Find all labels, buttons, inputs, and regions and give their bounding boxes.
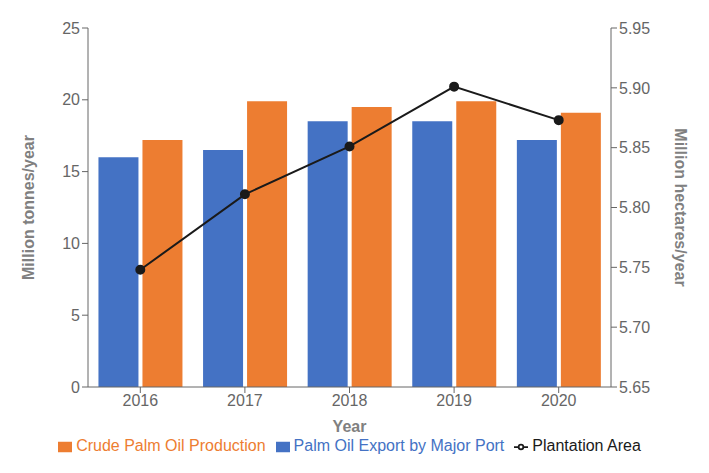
html-text:Palm Oil Export by Major Port: Palm Oil Export by Major Port: [293, 437, 505, 454]
svg-text:20: 20: [62, 91, 80, 108]
svg-text:5.95: 5.95: [619, 20, 650, 37]
svg-text:Million tonnes/year: Million tonnes/year: [20, 135, 37, 280]
svg-text:5.90: 5.90: [619, 80, 650, 97]
html-text:Plantation Area: Plantation Area: [532, 437, 641, 454]
svg-text:Year: Year: [333, 418, 367, 435]
svg-text:5.75: 5.75: [619, 259, 650, 276]
svg-text:2019: 2019: [436, 392, 472, 409]
html-text:Crude Palm Oil Production: Crude Palm Oil Production: [76, 437, 266, 454]
svg-text:5.65: 5.65: [619, 379, 650, 396]
svg-text:2016: 2016: [123, 392, 159, 409]
svg-text:25: 25: [62, 20, 80, 37]
svg-text:5.80: 5.80: [619, 199, 650, 216]
svg-text:0: 0: [71, 379, 80, 396]
svg-text:15: 15: [62, 163, 80, 180]
svg-text:5.70: 5.70: [619, 319, 650, 336]
svg-text:2018: 2018: [332, 392, 368, 409]
svg-text:Million hectares/year: Million hectares/year: [672, 128, 689, 286]
svg-text:5.85: 5.85: [619, 139, 650, 156]
svg-text:10: 10: [62, 235, 80, 252]
svg-text:5: 5: [71, 307, 80, 324]
svg-text:2020: 2020: [541, 392, 577, 409]
svg-text:2017: 2017: [227, 392, 263, 409]
